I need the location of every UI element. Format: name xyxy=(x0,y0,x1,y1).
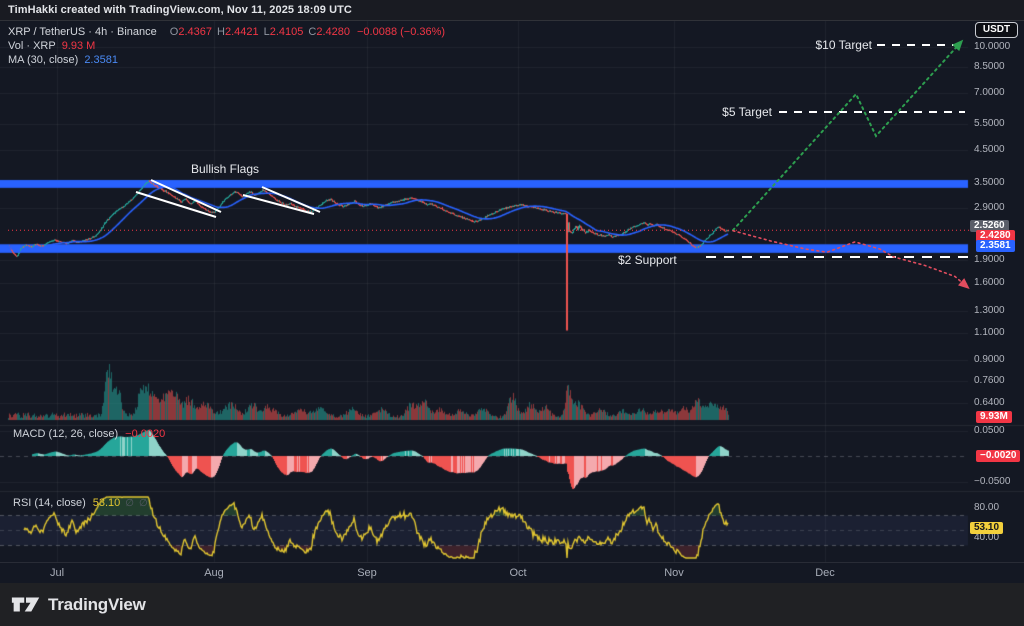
support-2-annotation: $2 Support xyxy=(618,253,677,267)
rsi-hidden-series-icon: ∅ xyxy=(125,498,134,509)
target-10-annotation: $10 Target xyxy=(815,38,873,52)
price-tick-label: 4.5000 xyxy=(974,144,1005,155)
symbol-title[interactable]: XRP / TetherUS · 4h · Binance xyxy=(8,26,157,38)
price-tick-label: 8.5000 xyxy=(974,61,1005,72)
ohlc-number: 2.4105 xyxy=(269,26,304,38)
price-tick-label: 3.5000 xyxy=(974,177,1005,188)
price-tick-label: 40.00 xyxy=(974,532,1000,543)
macd-value: −0.0020 xyxy=(125,428,166,440)
ohlc-letter: H xyxy=(217,26,225,38)
price-badge-blue: 2.3581 xyxy=(976,240,1015,252)
price-badge-red: 2.4280 xyxy=(976,230,1015,242)
attribution-text: TimHakki created with TradingView.com, N… xyxy=(8,4,352,16)
macd-legend: MACD (12, 26, close) −0.0020 xyxy=(13,428,165,440)
ma-row: MA (30, close) 2.3581 xyxy=(8,53,445,67)
price-tick-label: 10.0000 xyxy=(974,41,1011,52)
rsi-hidden-series-icon: ∅ xyxy=(139,498,148,509)
attribution-bar: TimHakki created with TradingView.com, N… xyxy=(0,0,1024,21)
symbol-row: XRP / TetherUS · 4h · Binance O2.4367 H2.4… xyxy=(8,25,445,39)
time-label-dec: Dec xyxy=(815,567,835,579)
ohlc-letter: L xyxy=(263,26,270,38)
price-badge-red: −0.0020 xyxy=(976,450,1021,462)
macd-title: MACD (12, 26, close) xyxy=(13,428,119,440)
ohlc-number: 2.4367 xyxy=(178,26,212,38)
price-tick-label: 7.0000 xyxy=(974,87,1005,98)
rsi-title: RSI (14, close) xyxy=(13,497,86,509)
ma-value: 2.3581 xyxy=(84,54,118,66)
price-tick-label: 1.9000 xyxy=(974,254,1005,265)
target-5-annotation: $5 Target xyxy=(722,105,772,119)
change-value: −0.0088 (−0.36%) xyxy=(357,26,446,38)
ohlc-number: 2.4421 xyxy=(224,26,259,38)
price-tick-label: 0.7600 xyxy=(974,375,1005,386)
price-tick-label: 2.9000 xyxy=(974,202,1005,213)
ohlc-values: O2.4367 H2.4421 L2.4105 C2.4280 xyxy=(165,26,350,38)
price-tick-label: 1.6000 xyxy=(974,277,1005,288)
time-label-jul: Jul xyxy=(49,567,65,579)
ohlc-letter: C xyxy=(308,26,317,38)
footer-bar: TradingView xyxy=(0,583,1024,626)
price-tick-label: 80.00 xyxy=(974,502,1000,513)
time-axis[interactable]: Jul Aug Sep Oct Nov Dec xyxy=(0,562,1024,583)
bullish-flags-annotation: Bullish Flags xyxy=(190,162,260,176)
price-badge-gray: 2.5260 xyxy=(970,220,1009,232)
price-tick-label: 1.1000 xyxy=(974,327,1005,338)
time-label-nov: Nov xyxy=(664,567,684,579)
price-tick-label: −0.0500 xyxy=(974,476,1011,487)
rsi-legend: RSI (14, close) 53.10 ∅ ∅ xyxy=(13,497,148,509)
ohlc-number: 2.4280 xyxy=(316,26,350,38)
tradingview-brand-text[interactable]: TradingView xyxy=(48,594,146,614)
price-tick-label: 0.6400 xyxy=(974,397,1005,408)
time-label-oct: Oct xyxy=(509,567,527,579)
tradingview-logo-icon[interactable] xyxy=(11,595,41,614)
price-tick-label: 0.0500 xyxy=(974,425,1005,436)
volume-label: Vol · XRP xyxy=(8,40,56,52)
price-axis[interactable]: USDT 10.0000 8.5000 7.0000 5.5000 4.5000 3.50… xyxy=(968,21,1024,562)
price-tick-label: 1.3000 xyxy=(974,305,1005,316)
price-badge-red: 9.93M xyxy=(976,411,1012,423)
ma-label: MA (30, close) xyxy=(8,54,79,66)
chart-legend: XRP / TetherUS · 4h · Binance O2.4367 H2.4… xyxy=(8,25,445,67)
ohlc-letter: O xyxy=(169,26,179,38)
time-label-aug: Aug xyxy=(204,567,224,579)
price-badge-yellow: 53.10 xyxy=(970,522,1004,534)
currency-unit-button[interactable]: USDT xyxy=(975,22,1018,38)
rsi-value: 53.10 xyxy=(92,497,121,509)
price-tick-label: 5.5000 xyxy=(974,118,1005,129)
volume-value: 9.93 M xyxy=(61,40,96,52)
volume-row: Vol · XRP 9.93 M xyxy=(8,39,445,53)
price-tick-label: 0.9000 xyxy=(974,354,1005,365)
time-label-sep: Sep xyxy=(357,567,377,579)
